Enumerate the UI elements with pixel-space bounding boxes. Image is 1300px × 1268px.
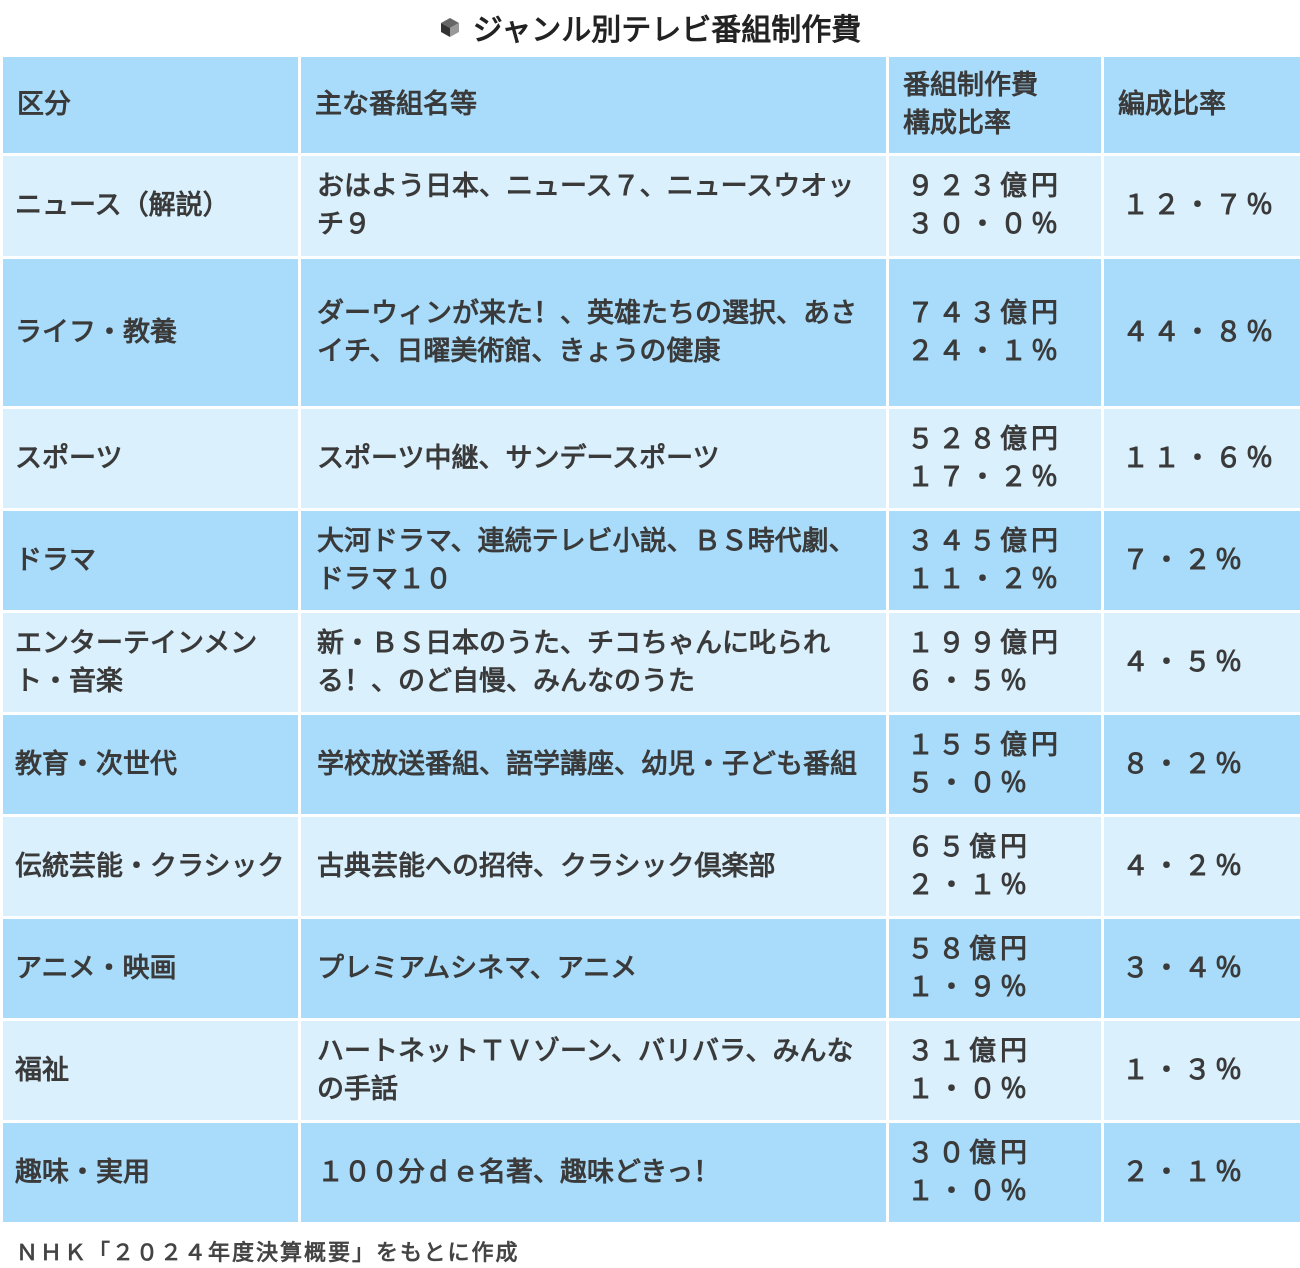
cell-category: アニメ・映画 [0,916,301,1021]
cell-ratio: １１・６％ [1101,406,1300,511]
cell-ratio: ８・２％ [1101,712,1300,817]
cost-ratio-value: １・９％ [907,971,1031,1003]
table-title: ジャンル別テレビ番組制作費 [0,0,1300,54]
cell-ratio: ４・５％ [1101,610,1300,715]
title-text: ジャンル別テレビ番組制作費 [472,13,862,48]
cell-ratio: ４４・８％ [1101,256,1300,409]
cell-ratio: １２・７％ [1101,153,1300,259]
cell-cost: ６５億円 ２・１％ [886,814,1104,919]
cell-programs: 古典芸能への招待、クラシック倶楽部 [298,814,889,919]
header-category: 区分 [0,54,301,156]
cell-programs: プレミアムシネマ、アニメ [298,916,889,1021]
cost-value: ３１億円 [907,1035,1031,1067]
cell-programs: 学校放送番組、語学講座、幼児・子ども番組 [298,712,889,817]
cell-category: エンターテインメント・音楽 [0,610,301,715]
header-cost-line2: 構成比率 [903,108,1011,139]
cost-ratio-value: ５・０％ [907,767,1031,799]
cell-category: ライフ・教養 [0,256,301,409]
table-row: ドラマ 大河ドラマ、連続テレビ小説、ＢＳ時代劇、ドラマ１０ ３４５億円 １１・２％… [0,508,1300,613]
header-ratio: 編成比率 [1101,54,1300,156]
cost-ratio-value: ２４・１％ [907,335,1062,367]
cost-ratio-value: ２・１％ [907,869,1031,901]
cell-programs: スポーツ中継、サンデースポーツ [298,406,889,511]
cube-icon [440,18,459,37]
cell-ratio: ３・４％ [1101,916,1300,1021]
cell-ratio: １・３％ [1101,1018,1300,1123]
cell-cost: ９２３億円 ３０・０％ [886,153,1104,259]
cost-value: ５２８億円 [907,423,1062,455]
cell-cost: １９９億円 ６・５％ [886,610,1104,715]
cell-programs: 新・ＢＳ日本のうた、チコちゃんに叱られる！、のど自慢、みんなのうた [298,610,889,715]
cell-ratio: ７・２％ [1101,508,1300,613]
table-row: エンターテインメント・音楽 新・ＢＳ日本のうた、チコちゃんに叱られる！、のど自慢… [0,610,1300,715]
header-row: 区分 主な番組名等 番組制作費 構成比率 編成比率 [0,54,1300,156]
cost-value: ５８億円 [907,933,1031,965]
cell-category: スポーツ [0,406,301,511]
genre-cost-table: 区分 主な番組名等 番組制作費 構成比率 編成比率 ニュース（解説） おはよう日… [0,54,1300,1225]
cost-ratio-value: １・０％ [907,1073,1031,1105]
cell-category: 福祉 [0,1018,301,1123]
cell-ratio: ４・２％ [1101,814,1300,919]
cost-value: ７４３億円 [907,297,1062,329]
cell-programs: 大河ドラマ、連続テレビ小説、ＢＳ時代劇、ドラマ１０ [298,508,889,613]
cost-ratio-value: ３０・０％ [907,209,1062,240]
cell-category: ドラマ [0,508,301,613]
source-note: ＮＨＫ「２０２４年度決算概要」をもとに作成 [16,1241,520,1266]
cell-cost: ３４５億円 １１・２％ [886,508,1104,613]
table-row: 福祉 ハートネットＴＶゾーン、バリバラ、みんなの手話 ３１億円 １・０％ １・３％ [0,1018,1300,1123]
cell-category: 伝統芸能・クラシック [0,814,301,919]
cell-programs: おはよう日本、ニュース７、ニュースウオッチ９ [298,153,889,259]
cell-cost: １５５億円 ５・０％ [886,712,1104,817]
cell-programs: ダーウィンが来た！、英雄たちの選択、あさイチ、日曜美術館、きょうの健康 [298,256,889,409]
cost-ratio-value: １・０％ [907,1175,1031,1207]
table-row: 伝統芸能・クラシック 古典芸能への招待、クラシック倶楽部 ６５億円 ２・１％ ４・… [0,814,1300,919]
cell-cost: ３０億円 １・０％ [886,1120,1104,1225]
cost-value: ３４５億円 [907,525,1062,557]
cell-category: ニュース（解説） [0,153,301,259]
cell-programs: ハートネットＴＶゾーン、バリバラ、みんなの手話 [298,1018,889,1123]
table-row: ニュース（解説） おはよう日本、ニュース７、ニュースウオッチ９ ９２３億円 ３０・… [0,153,1300,259]
cost-ratio-value: ６・５％ [907,665,1031,697]
cost-ratio-value: １１・２％ [907,563,1062,595]
table-row: 教育・次世代 学校放送番組、語学講座、幼児・子ども番組 １５５億円 ５・０％ ８・… [0,712,1300,817]
cell-cost: ５２８億円 １７・２％ [886,406,1104,511]
header-cost-line1: 番組制作費 [903,70,1038,101]
header-cost: 番組制作費 構成比率 [886,54,1104,156]
cell-category: 教育・次世代 [0,712,301,817]
table-row: 趣味・実用 １００分ｄｅ名著、趣味どきっ！ ３０億円 １・０％ ２・１％ [0,1120,1300,1225]
cell-programs: １００分ｄｅ名著、趣味どきっ！ [298,1120,889,1225]
cost-value: ６５億円 [907,831,1031,863]
cell-cost: ３１億円 １・０％ [886,1018,1104,1123]
table-row: ライフ・教養 ダーウィンが来た！、英雄たちの選択、あさイチ、日曜美術館、きょうの… [0,256,1300,409]
table-row: スポーツ スポーツ中継、サンデースポーツ ５２８億円 １７・２％ １１・６％ [0,406,1300,511]
cost-value: １５５億円 [907,729,1062,761]
cost-value: ９２３億円 [907,171,1062,202]
cost-value: ３０億円 [907,1137,1031,1169]
table-row: アニメ・映画 プレミアムシネマ、アニメ ５８億円 １・９％ ３・４％ [0,916,1300,1021]
cell-ratio: ２・１％ [1101,1120,1300,1225]
cell-cost: ７４３億円 ２４・１％ [886,256,1104,409]
cost-ratio-value: １７・２％ [907,461,1062,493]
cell-cost: ５８億円 １・９％ [886,916,1104,1021]
cost-value: １９９億円 [907,627,1062,659]
cell-category: 趣味・実用 [0,1120,301,1225]
header-programs: 主な番組名等 [298,54,889,156]
